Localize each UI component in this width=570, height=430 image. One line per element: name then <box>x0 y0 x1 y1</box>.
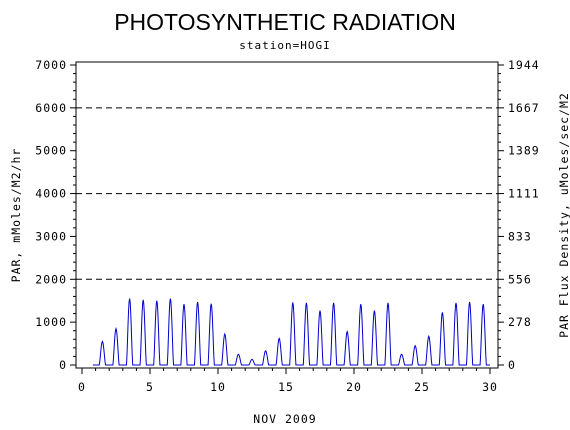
y-tick-label-left: 7000 <box>35 58 67 72</box>
y-tick-label-right: 0 <box>508 358 516 372</box>
series-group <box>92 298 490 366</box>
x-tick-label: 5 <box>146 380 154 394</box>
y-tick-label-left: 6000 <box>35 101 67 115</box>
y-tick-label-right: 1111 <box>508 187 540 201</box>
gridlines <box>76 107 498 280</box>
y-tick-label-right: 556 <box>508 272 532 286</box>
y-tick-label-left: 4000 <box>35 187 67 201</box>
x-tick-label: 30 <box>482 380 498 394</box>
plot-frame <box>75 61 499 369</box>
y-tick-label-right: 278 <box>508 315 532 329</box>
x-axis-label: NOV 2009 <box>253 412 316 426</box>
y-tick-label-left: 3000 <box>35 229 67 243</box>
x-tick-label: 0 <box>78 380 86 394</box>
y-tick-label-right: 1389 <box>508 144 540 158</box>
y-axis-label-right: PAR Flux Density, uMoles/sec/M2 <box>557 92 570 338</box>
y-tick-label-left: 0 <box>59 358 67 372</box>
y-tick-label-right: 1667 <box>508 101 540 115</box>
par-series-line <box>92 298 490 366</box>
y-tick-label-right: 1944 <box>508 58 540 72</box>
x-tick-label: 25 <box>414 380 430 394</box>
chart-subtitle: station=HOGI <box>239 39 330 52</box>
chart-title: PHOTOSYNTHETIC RADIATION <box>114 9 456 35</box>
y-tick-label-right: 833 <box>508 229 532 243</box>
x-tick-label: 10 <box>210 380 226 394</box>
y-tick-label-left: 5000 <box>35 144 67 158</box>
x-tick-label: 20 <box>346 380 362 394</box>
x-tick-label: 15 <box>278 380 294 394</box>
y-tick-label-left: 1000 <box>35 315 67 329</box>
y-axis-label-left: PAR, mMoles/M2/hr <box>9 148 23 283</box>
y-tick-label-left: 2000 <box>35 272 67 286</box>
